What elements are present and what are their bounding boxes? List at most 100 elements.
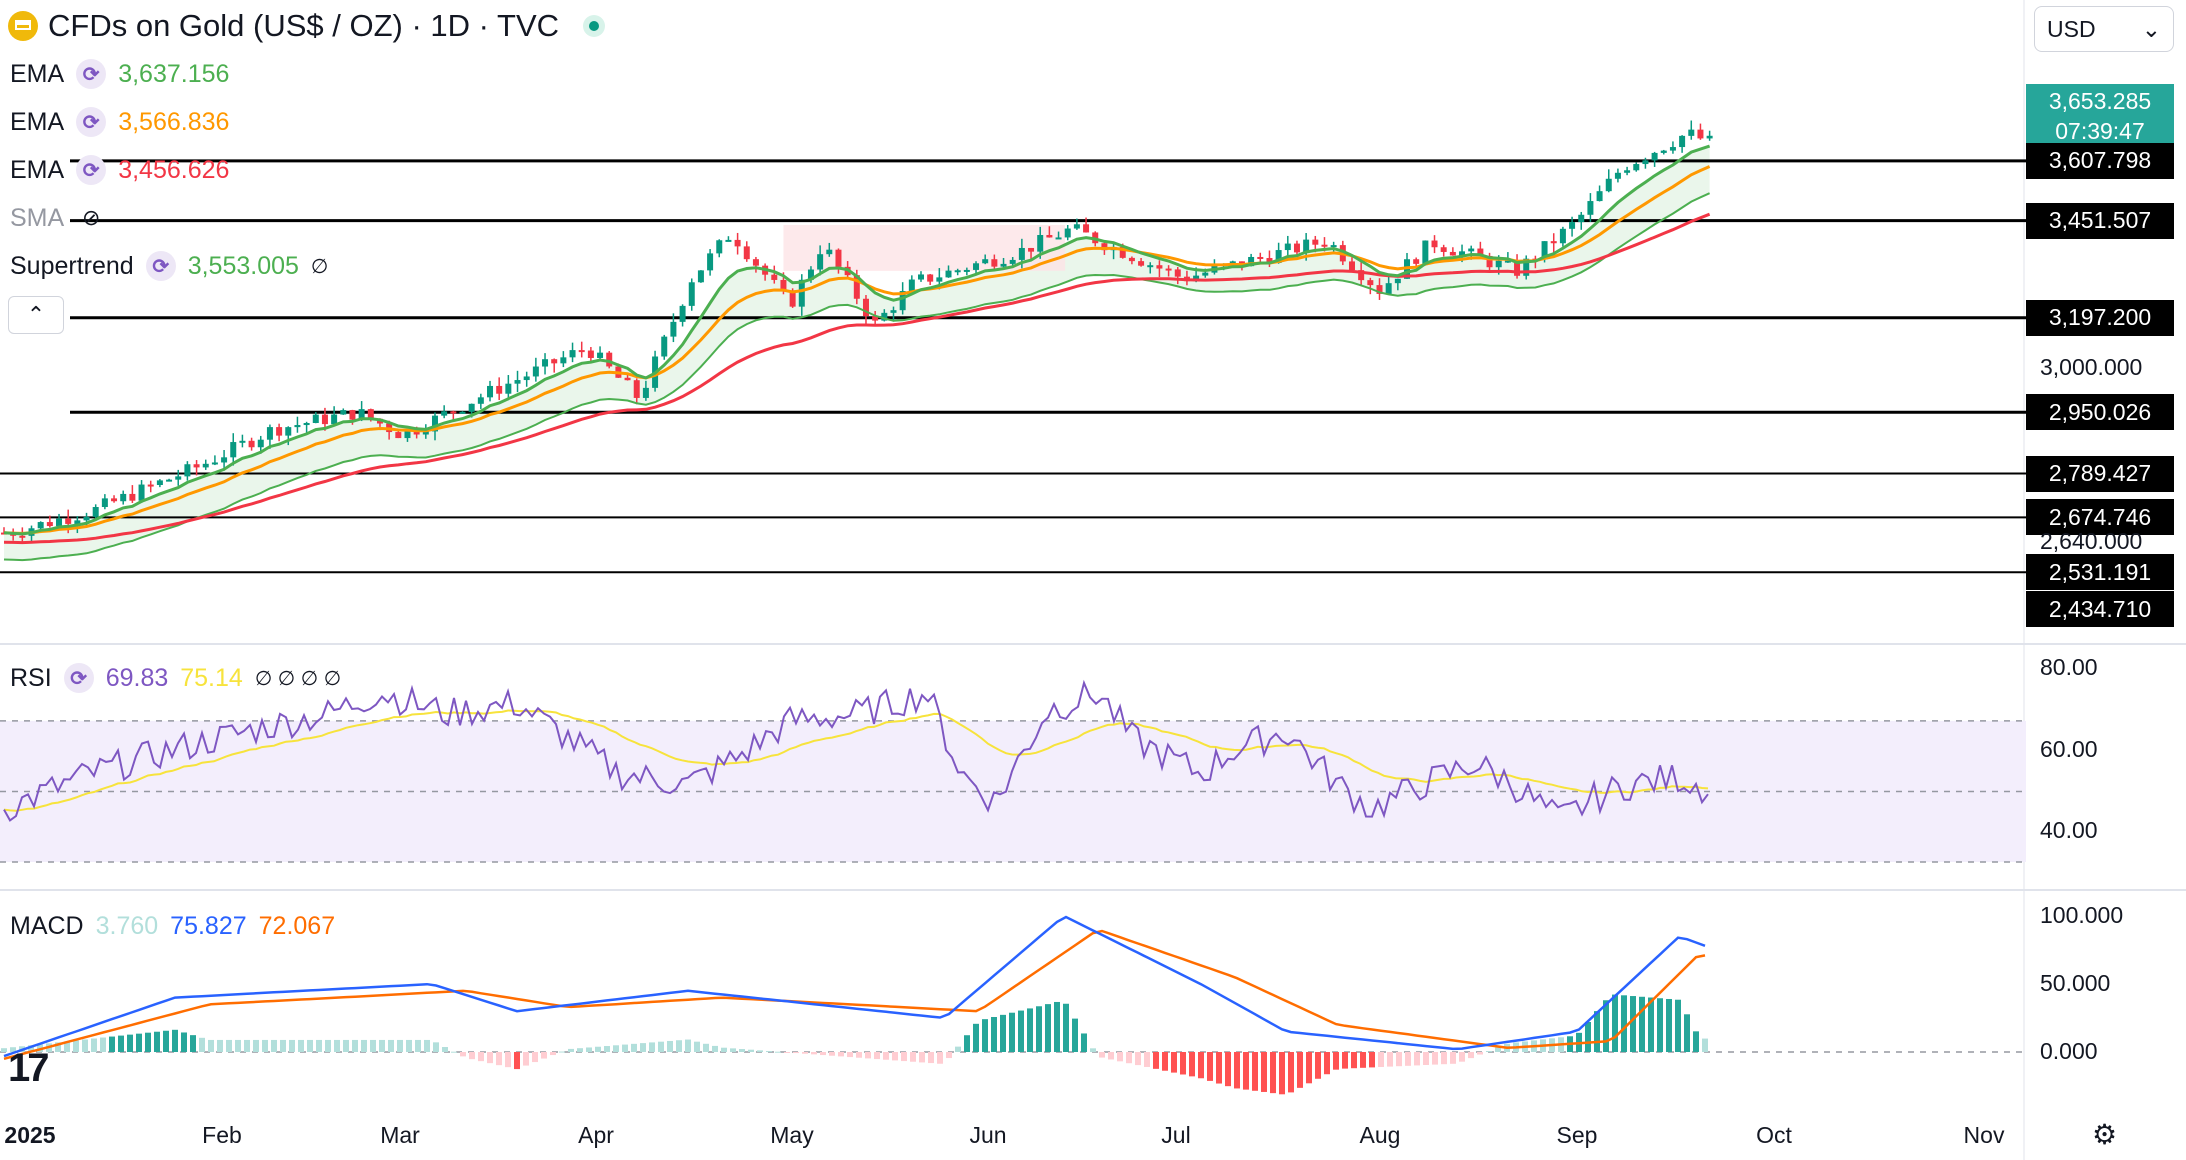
legend-rsi-value: 69.83 (105, 663, 169, 692)
macd-histogram-bar (523, 1052, 529, 1066)
candle-body (1348, 261, 1355, 271)
macd-histogram-bar (1315, 1052, 1321, 1079)
candle-body (459, 411, 466, 414)
candle-body (404, 431, 411, 439)
macd-histogram-bar (334, 1039, 340, 1052)
candle-body (853, 275, 860, 299)
refresh-icon[interactable]: ⟳ (63, 663, 94, 693)
legend-ema-fast[interactable]: EMA ⟳ 3,637.156 (10, 56, 229, 92)
macd-histogram-bar (163, 1030, 169, 1052)
candle-body (927, 274, 934, 282)
rsi-axis-label: 60.00 (2040, 736, 2098, 762)
ema-fast-line (3, 144, 1711, 536)
candle-body (597, 352, 604, 358)
refresh-icon[interactable]: ⟳ (76, 107, 107, 137)
candle-body (532, 366, 539, 377)
candle-body (1202, 272, 1209, 276)
eye-off-icon[interactable]: ⊘ (81, 205, 101, 230)
macd-histogram-bar (847, 1052, 853, 1058)
candle-body (1018, 247, 1025, 260)
macd-histogram-bar (1342, 1052, 1348, 1069)
macd-histogram-bar (775, 1051, 781, 1053)
macd-histogram-bar (1297, 1052, 1303, 1088)
candle-body (37, 522, 44, 529)
macd-histogram-bar (271, 1039, 277, 1052)
macd-histogram-bar (667, 1040, 673, 1052)
legend-ema-mid-value: 3,566.836 (118, 107, 230, 136)
legend-supertrend[interactable]: Supertrend ⟳ 3,553.005 ∅ (10, 248, 328, 284)
macd-histogram-bar (1144, 1052, 1150, 1067)
candle-body (1559, 228, 1566, 244)
macd-histogram-bar (1, 1048, 7, 1052)
candle-body (826, 249, 833, 255)
macd-histogram-bar (100, 1037, 106, 1052)
candle-body (65, 518, 72, 524)
macd-histogram-bar (703, 1043, 709, 1052)
candle-body (1156, 265, 1163, 269)
candle-body (422, 431, 429, 435)
macd-histogram-bar (1396, 1052, 1402, 1067)
macd-histogram-bar (1243, 1052, 1249, 1090)
macd-histogram-bar (226, 1039, 232, 1052)
candle-body (129, 493, 136, 501)
candle-body (881, 312, 888, 321)
macd-histogram-bar (1441, 1052, 1447, 1065)
currency-select[interactable]: USD ⌄ (2034, 6, 2174, 52)
symbol-title[interactable]: CFDs on Gold (US$ / OZ) · 1D · TVC (48, 8, 560, 43)
candle-body (303, 422, 310, 426)
macd-histogram-bar (1054, 1001, 1060, 1052)
macd-histogram-bar (1603, 1000, 1609, 1052)
candle-body (734, 239, 741, 247)
candle-body (358, 409, 365, 420)
candle-body (1303, 239, 1310, 253)
settings-icon[interactable]: ⚙ (2092, 1119, 2118, 1150)
refresh-icon[interactable]: ⟳ (145, 251, 176, 281)
macd-histogram-bar (595, 1046, 601, 1052)
tradingview-logo-icon[interactable]: 17 (8, 1046, 49, 1090)
candle-body (441, 411, 448, 416)
candle-body (1055, 237, 1062, 240)
macd-histogram-bar (1009, 1012, 1015, 1052)
candle-body (496, 385, 503, 394)
candle-body (633, 380, 640, 398)
legend-ema-slow[interactable]: EMA ⟳ 3,456.626 (10, 152, 229, 188)
legend-ema-fast-value: 3,637.156 (118, 59, 230, 88)
candle-body (367, 409, 374, 419)
candle-body (1514, 260, 1521, 276)
candle-body (1587, 201, 1594, 215)
candle-body (1046, 234, 1053, 238)
macd-histogram-bar (1099, 1052, 1105, 1058)
candle-body (1633, 164, 1640, 171)
candle-body (798, 279, 805, 307)
legend-rsi[interactable]: RSI ⟳ 69.83 75.14 ∅ ∅ ∅ ∅ (10, 660, 341, 696)
legend-supertrend-value: 3,553.005 (187, 251, 299, 280)
macd-histogram-bar (1360, 1052, 1366, 1068)
macd-histogram-bar (829, 1052, 835, 1056)
macd-histogram-bar (262, 1039, 268, 1052)
macd-histogram-bar (676, 1040, 682, 1052)
legend-macd[interactable]: MACD 3.760 75.827 72.067 (10, 908, 335, 944)
candle-body (716, 240, 723, 254)
macd-histogram-bar (172, 1029, 178, 1052)
legend-ema-mid[interactable]: EMA ⟳ 3,566.836 (10, 104, 229, 140)
candle-body (963, 269, 970, 272)
refresh-icon[interactable]: ⟳ (76, 155, 107, 185)
candle-body (1569, 222, 1576, 229)
legend-sma[interactable]: SMA ⊘ (10, 200, 106, 236)
refresh-icon[interactable]: ⟳ (76, 59, 107, 89)
candle-body (1413, 259, 1420, 264)
candle-body (1468, 248, 1475, 252)
macd-histogram-bar (1045, 1004, 1051, 1052)
candle-body (1394, 278, 1401, 284)
candle-body (1660, 150, 1667, 153)
macd-histogram-bar (370, 1039, 376, 1052)
macd-histogram-bar (1666, 998, 1672, 1052)
macd-histogram-bar (1090, 1048, 1096, 1052)
candle-body (1367, 280, 1374, 286)
legend-ema-slow-label: EMA (10, 155, 65, 184)
candle-body (1037, 234, 1044, 252)
macd-histogram-bar (1369, 1052, 1375, 1068)
collapse-legend-button[interactable]: ⌃ (8, 296, 64, 334)
macd-histogram-bar (1225, 1052, 1231, 1087)
